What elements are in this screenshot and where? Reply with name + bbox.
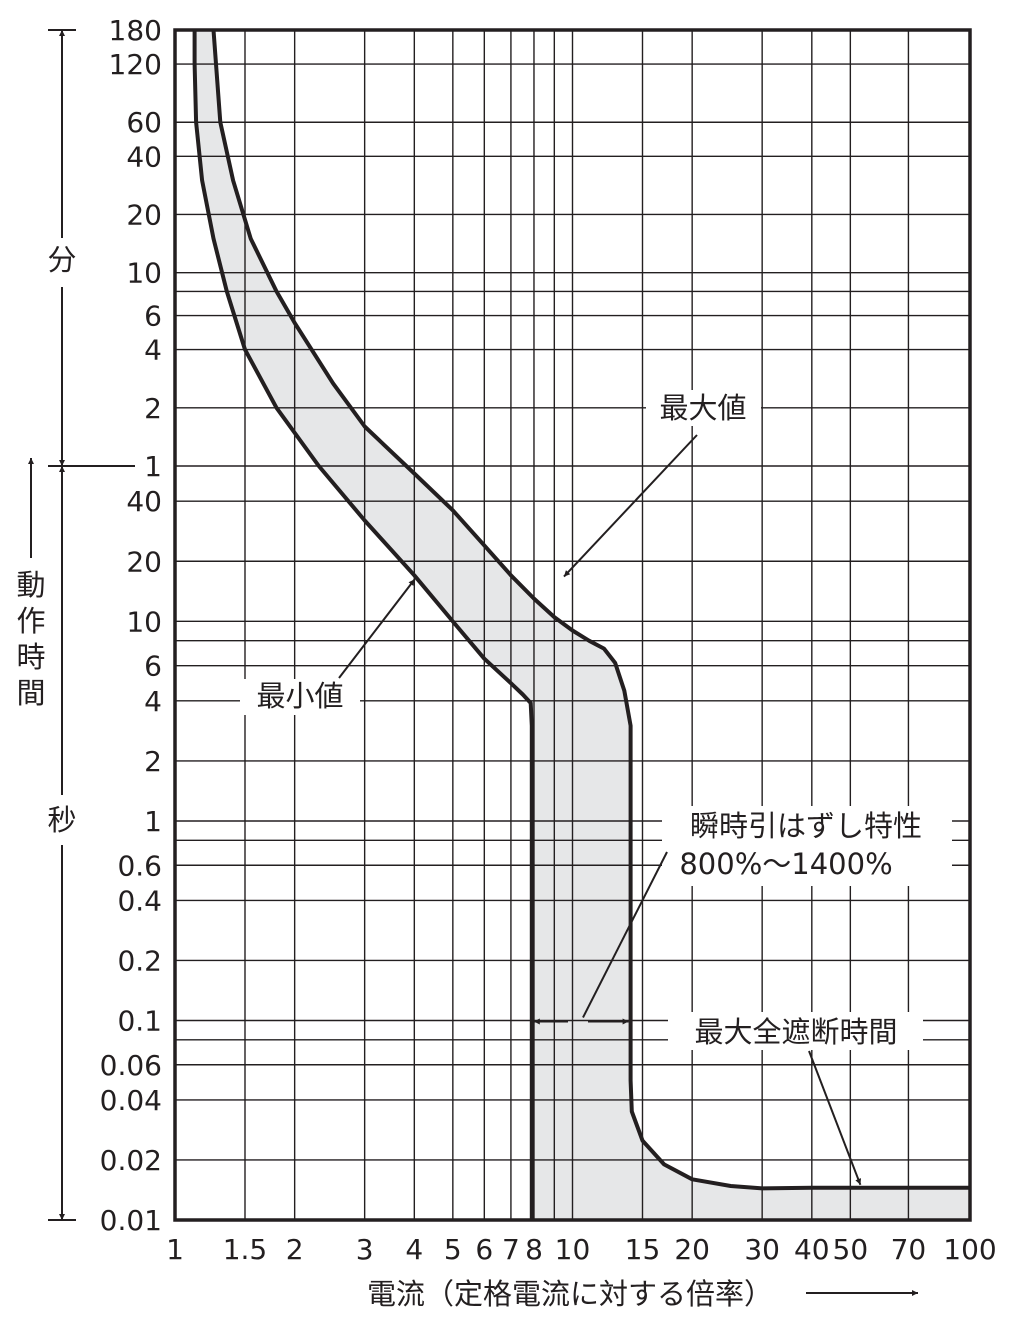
- y-tick-label: 60: [126, 106, 162, 139]
- instant-leader-line: [582, 851, 668, 1018]
- trip-band-area: [194, 30, 971, 1220]
- clearing-leader-arrow: [808, 1050, 862, 1186]
- y-tick-label: 10: [126, 605, 162, 638]
- x-tick-label: 50: [833, 1233, 869, 1266]
- min-leader-arrow: [338, 578, 416, 679]
- x-tick-label: 1: [166, 1233, 184, 1266]
- x-tick-label: 20: [674, 1233, 710, 1266]
- y-tick-label: 120: [109, 48, 162, 81]
- x-tick-label: 4: [405, 1233, 423, 1266]
- min-value-label: 最小値: [256, 679, 343, 713]
- x-tick-label: 6: [475, 1233, 493, 1266]
- y-tick-label: 6: [144, 650, 162, 683]
- min-curve: [192, 30, 534, 1220]
- y-tick-label: 2: [144, 392, 162, 425]
- y-tick-label: 40: [126, 485, 162, 518]
- max-label-bg: [646, 390, 761, 426]
- second-label: 秒: [47, 803, 76, 837]
- y-tick-label: 0.4: [117, 884, 162, 917]
- instant-trip-label-line2: 800%～1400%: [679, 847, 892, 881]
- x-axis-title: 電流（定格電流に対する倍率）: [367, 1277, 773, 1311]
- y-tick-label: 20: [126, 545, 162, 578]
- x-tick-label: 15: [625, 1233, 661, 1266]
- max-curve: [211, 29, 970, 1191]
- instant-trip-label-line1: 瞬時引はずし特性: [690, 809, 922, 843]
- min-label-bg: [240, 679, 360, 715]
- y-axis-title-char: 作: [16, 604, 45, 638]
- x-tick-label: 2: [286, 1233, 304, 1266]
- y-axis-title-char: 間: [16, 676, 45, 710]
- x-tick-label: 1.5: [223, 1233, 268, 1266]
- y-tick-label: 4: [144, 334, 162, 367]
- plot-frame: [173, 28, 972, 1222]
- x-tick-label: 30: [744, 1233, 780, 1266]
- x-tick-label: 70: [891, 1233, 927, 1266]
- y-tick-label: 40: [126, 140, 162, 173]
- y-tick-label: 0.6: [117, 849, 162, 882]
- y-tick-label: 180: [109, 14, 162, 47]
- total-clearing-time-label: 最大全遮断時間: [694, 1015, 897, 1049]
- x-tick-label: 40: [794, 1233, 830, 1266]
- x-tick-label: 10: [555, 1233, 591, 1266]
- y-tick-label: 0.04: [100, 1084, 162, 1117]
- minute-label: 分: [47, 243, 76, 277]
- y-axis-title-char: 動: [16, 568, 45, 602]
- max-value-label: 最大値: [659, 391, 746, 425]
- x-tick-label: 3: [356, 1233, 374, 1266]
- clearing-label-bg: [668, 1012, 923, 1050]
- y-tick-label: 0.2: [117, 944, 162, 977]
- x-tick-label: 5: [444, 1233, 462, 1266]
- y-tick-label: 0.06: [100, 1049, 162, 1082]
- y-tick-label: 4: [144, 685, 162, 718]
- y-tick-label: 2: [144, 745, 162, 778]
- y-tick-label: 0.1: [117, 1005, 162, 1038]
- y-tick-label: 0.02: [100, 1144, 162, 1177]
- x-tick-label: 7: [502, 1233, 520, 1266]
- y-tick-label: 1: [144, 805, 162, 838]
- y-tick-label: 1: [144, 450, 162, 483]
- instant-label-bg: [662, 806, 952, 886]
- max-leader-arrow: [563, 434, 698, 578]
- y-tick-label: 20: [126, 198, 162, 231]
- y-axis-title-char: 時: [16, 640, 45, 674]
- x-tick-label: 100: [943, 1233, 996, 1266]
- y-tick-label: 10: [126, 257, 162, 290]
- x-tick-label: 8: [525, 1233, 543, 1266]
- y-tick-label: 0.01: [100, 1204, 162, 1237]
- y-tick-label: 6: [144, 300, 162, 333]
